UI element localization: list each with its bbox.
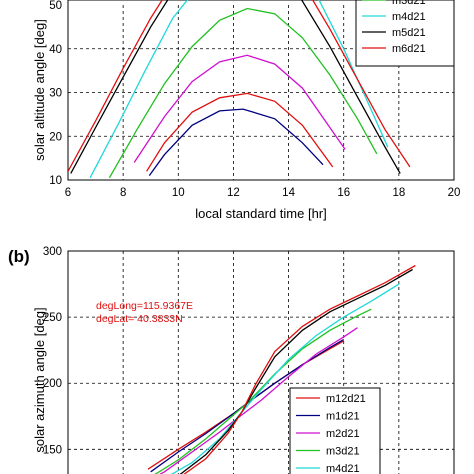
y-tick-label: 250: [43, 312, 62, 324]
series-line-m4d21: [170, 283, 400, 474]
series-line-m12d21: [148, 108, 324, 176]
panel-label-b: (b): [8, 247, 30, 266]
legend-entry: m2d21: [326, 428, 360, 440]
series-line-m5d21: [179, 268, 413, 474]
azimuth-plot-frame: [67, 250, 455, 474]
y-tick-label: 300: [43, 246, 62, 258]
legend-entry: m3d21: [326, 446, 360, 458]
azimuth-y-axis-label: solar azimuth angle [deg]: [32, 307, 47, 452]
series-line-m2d21: [133, 54, 346, 163]
y-tick-label: 10: [49, 175, 62, 187]
legend-entry: m6d21: [392, 43, 426, 55]
altitude-chart: 10 20 30 40 50 6 8 10 12 14 16 18 20 m3d21 m4d21 m5d21…: [32, 0, 460, 221]
series-line-m6d21: [183, 264, 416, 474]
x-tick-label: 20: [448, 187, 461, 199]
y-tick-label: 200: [43, 378, 62, 390]
series-line-m6d21: [68, 0, 163, 172]
legend-entry: m3d21: [392, 0, 426, 7]
x-tick-label: 12: [227, 187, 240, 199]
x-tick-label: 18: [392, 187, 405, 199]
x-tick-label: 16: [337, 187, 350, 199]
altitude-y-axis-label: solar altitude angle [deg]: [32, 19, 47, 161]
x-tick-label: 6: [65, 187, 71, 199]
altitude-legend: m3d21 m4d21 m5d21 m6d21: [355, 0, 455, 67]
series-line-m4d21: [89, 0, 189, 179]
altitude-legend-box: [355, 0, 455, 67]
y-tick-label: 20: [49, 131, 62, 143]
series-line-m5d21: [300, 0, 401, 174]
x-tick-label: 10: [172, 187, 185, 199]
legend-entry: m12d21: [326, 393, 366, 405]
azimuth-legend: m12d21 m1d21 m2d21 m3d21 m4d21: [289, 387, 381, 474]
y-tick-label: 30: [49, 88, 62, 100]
azimuth-legend-box: [289, 387, 381, 474]
legend-entry: m4d21: [326, 463, 360, 474]
series-line-m6d21: [311, 0, 411, 168]
series-line-m2d21: [159, 327, 358, 474]
series-line-m3d21: [108, 7, 378, 179]
latitude-annotation: degLat= 40.3833N: [96, 313, 183, 325]
altitude-series: [68, 0, 411, 179]
altitude-ticks: 10 20 30 40 50 6 8 10 12 14 16 18 20: [49, 0, 460, 199]
azimuth-chart: 150 200 250 300 degLong=115.9367E degLat= 4…: [8, 246, 455, 474]
legend-entry: m1d21: [326, 411, 360, 423]
y-tick-label: 40: [49, 44, 62, 56]
y-tick-label: 50: [49, 0, 62, 12]
series-line-m5d21: [70, 0, 169, 174]
legend-entry: m5d21: [392, 27, 426, 39]
x-tick-label: 14: [282, 187, 295, 199]
longitude-annotation: degLong=115.9367E: [96, 300, 193, 312]
x-tick-label: 8: [120, 187, 126, 199]
altitude-x-axis-label: local standard time [hr]: [195, 206, 327, 221]
y-tick-label: 150: [43, 444, 62, 456]
azimuth-series: [147, 264, 416, 474]
azimuth-ticks: 150 200 250 300: [43, 246, 62, 456]
legend-entry: m4d21: [392, 11, 426, 23]
series-line-m1d21: [146, 92, 334, 172]
